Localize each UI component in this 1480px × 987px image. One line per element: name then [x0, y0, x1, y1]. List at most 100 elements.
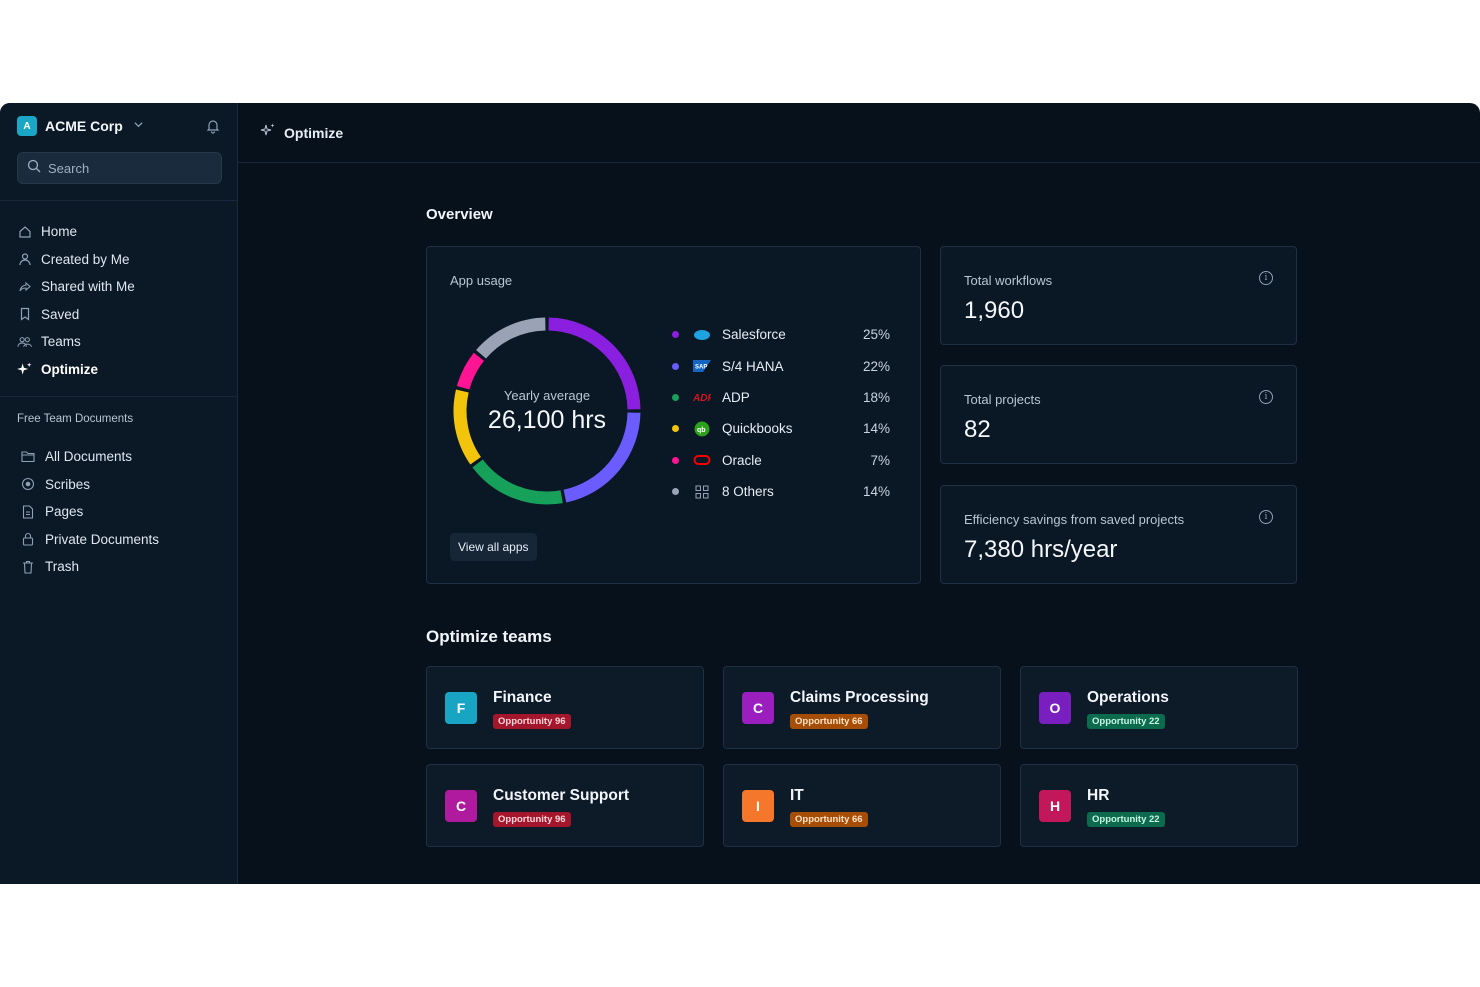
app-usage-card: App usage Yearly average 26,100 hrs Sale… — [426, 246, 921, 584]
page-icon — [21, 505, 35, 519]
doc-item-pages[interactable]: Pages — [21, 498, 159, 526]
legend-label: Quickbooks — [722, 421, 793, 437]
donut-slice-s-4-hana — [563, 412, 641, 503]
legend-dot — [672, 456, 679, 464]
legend-percent: 25% — [862, 327, 890, 343]
legend-dot — [672, 331, 679, 339]
svg-text:SAP: SAP — [695, 365, 707, 371]
bell-icon[interactable] — [205, 118, 221, 134]
stat-card-total-workflows: Total workflows 1,960 i — [940, 246, 1297, 345]
legend-percent: 18% — [862, 389, 890, 405]
team-avatar: C — [742, 692, 774, 724]
legend-dot — [672, 362, 679, 370]
stat-card-efficiency-savings: Efficiency savings from saved projects 7… — [940, 485, 1297, 584]
team-card-operations[interactable]: O Operations Opportunity 22 — [1020, 666, 1298, 749]
team-name: Finance — [493, 689, 552, 706]
team-name: Operations — [1087, 689, 1169, 706]
bookmark-icon — [17, 307, 32, 322]
legend-label: Salesforce — [722, 327, 786, 343]
doc-item-trash[interactable]: Trash — [21, 553, 159, 581]
nav-label: Home — [41, 224, 78, 240]
doc-item-private-documents[interactable]: Private Documents — [21, 526, 159, 554]
team-name: IT — [790, 787, 804, 804]
stat-label: Efficiency savings from saved projects — [964, 512, 1185, 527]
search-input[interactable]: Search — [17, 152, 222, 184]
stat-label: Total projects — [964, 392, 1041, 407]
legend-dot — [672, 393, 679, 401]
nav-label: Saved — [41, 306, 80, 322]
user-icon — [17, 252, 32, 267]
info-icon[interactable]: i — [1259, 510, 1273, 524]
donut-slice-adp — [472, 459, 563, 505]
stat-value: 1,960 — [964, 297, 1025, 324]
org-name: ACME Corp — [45, 118, 123, 134]
team-card-finance[interactable]: F Finance Opportunity 96 — [426, 666, 704, 749]
legend-item: qb Quickbooks 14% — [672, 413, 890, 444]
legend-dot — [672, 488, 679, 496]
legend-label: ADP — [722, 389, 750, 405]
team-card-it[interactable]: I IT Opportunity 66 — [723, 764, 1001, 847]
nav-item-created-by-me[interactable]: Created by Me — [17, 246, 135, 274]
sparkle-icon — [260, 122, 276, 143]
org-logo: A — [17, 116, 37, 136]
app-window: A ACME Corp Search Home Created by Me — [0, 103, 1480, 884]
doc-item-scribes[interactable]: Scribes — [21, 471, 159, 499]
team-card-hr[interactable]: H HR Opportunity 22 — [1020, 764, 1298, 847]
team-name: Claims Processing — [790, 689, 929, 706]
info-icon[interactable]: i — [1259, 390, 1273, 404]
optimize-teams-title: Optimize teams — [426, 627, 552, 646]
overview-title: Overview — [426, 206, 493, 223]
org-switcher[interactable]: A ACME Corp — [17, 116, 144, 136]
donut-slice-8-others — [476, 317, 546, 359]
nav-item-optimize[interactable]: Optimize — [17, 356, 135, 384]
grid-icon — [692, 485, 712, 499]
opportunity-badge: Opportunity 96 — [493, 812, 571, 827]
main-content: Optimize Overview App usage Yearly avera… — [238, 103, 1480, 884]
opportunity-badge: Opportunity 66 — [790, 812, 868, 827]
legend-label: 8 Others — [722, 484, 774, 500]
app-usage-donut-chart — [453, 317, 641, 505]
docs-section-title: Free Team Documents — [17, 413, 134, 425]
lock-icon — [21, 532, 35, 546]
team-name: HR — [1087, 787, 1110, 804]
info-icon[interactable]: i — [1259, 271, 1273, 285]
svg-text:qb: qb — [697, 427, 706, 434]
quickbooks-logo-icon: qb — [692, 421, 712, 437]
oracle-logo-icon — [692, 453, 712, 467]
docs-nav: All Documents Scribes Pages Private Docu… — [21, 443, 159, 581]
doc-label: Scribes — [45, 476, 91, 492]
sidebar: A ACME Corp Search Home Created by Me — [0, 103, 238, 884]
team-avatar: C — [445, 790, 477, 822]
search-icon — [27, 159, 41, 178]
chevron-down-icon — [133, 119, 144, 133]
legend-percent: 22% — [862, 358, 890, 374]
divider — [0, 200, 237, 201]
nav-label: Optimize — [41, 361, 99, 377]
nav-label: Shared with Me — [41, 279, 135, 295]
doc-item-all-documents[interactable]: All Documents — [21, 443, 159, 471]
doc-label: All Documents — [45, 449, 133, 465]
nav-item-shared-with-me[interactable]: Shared with Me — [17, 273, 135, 301]
donut-slice-salesforce — [548, 317, 641, 410]
legend-label: S/4 HANA — [722, 358, 784, 374]
view-all-apps-button[interactable]: View all apps — [450, 533, 537, 561]
nav-item-teams[interactable]: Teams — [17, 328, 135, 356]
legend-label: Oracle — [722, 452, 762, 468]
legend-item: SAP S/4 HANA 22% — [672, 350, 890, 381]
team-card-claims-processing[interactable]: C Claims Processing Opportunity 66 — [723, 666, 1001, 749]
trash-icon — [21, 560, 35, 574]
folder-icon — [21, 450, 35, 464]
legend-percent: 14% — [862, 421, 890, 437]
team-card-customer-support[interactable]: C Customer Support Opportunity 96 — [426, 764, 704, 847]
legend-percent: 7% — [870, 452, 890, 468]
nav-item-home[interactable]: Home — [17, 218, 135, 246]
adp-logo-icon: ADP — [692, 390, 712, 404]
donut-center: Yearly average 26,100 hrs — [447, 311, 647, 511]
salesforce-logo-icon — [692, 328, 712, 342]
nav-item-saved[interactable]: Saved — [17, 301, 135, 329]
sap-logo-icon: SAP — [692, 359, 712, 373]
page-title: Optimize — [284, 124, 344, 141]
team-name: Customer Support — [493, 787, 630, 804]
stat-label: Total workflows — [964, 273, 1053, 288]
legend-item: ADP ADP 18% — [672, 382, 890, 413]
